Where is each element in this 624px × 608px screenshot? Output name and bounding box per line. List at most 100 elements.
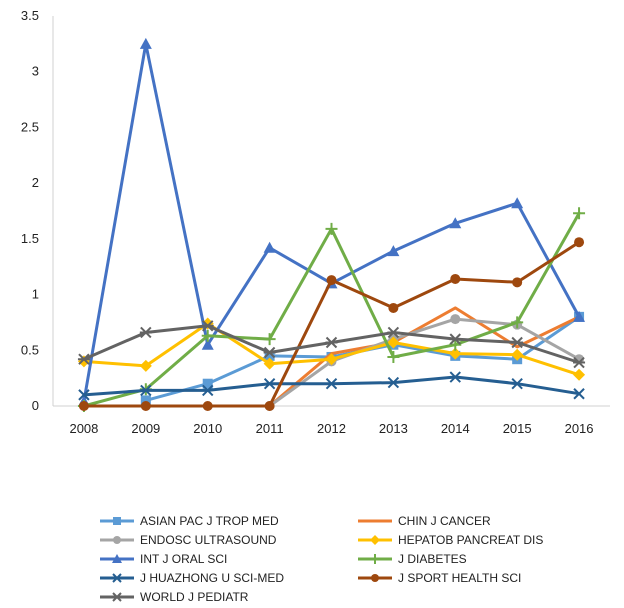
data-point: [573, 310, 586, 322]
data-point: [449, 371, 461, 383]
data-point: [387, 326, 400, 339]
series-line: [268, 317, 581, 408]
legend-item: J DIABETES: [358, 552, 467, 566]
data-point: [449, 217, 462, 229]
legend-label: INT J ORAL SCI: [140, 552, 227, 566]
legend-item: ENDOSC ULTRASOUND: [100, 533, 277, 547]
data-point: [201, 338, 214, 350]
data-point: [201, 329, 214, 342]
data-point: [450, 314, 461, 325]
data-point: [326, 275, 337, 286]
series-chin-j-cancer: [268, 306, 581, 408]
data-point: [325, 336, 338, 349]
legend-item: ASIAN PAC J TROP MED: [100, 514, 279, 528]
series-line: [82, 211, 581, 408]
legend-swatch-marker: [113, 536, 121, 544]
data-point: [387, 350, 400, 363]
data-point: [325, 378, 338, 390]
y-tick-label: 3: [32, 64, 39, 79]
y-tick-label: 3.5: [21, 8, 39, 23]
y-tick-label: 2.5: [21, 119, 39, 134]
x-tick-label: 2012: [317, 421, 346, 436]
x-tick-label: 2009: [131, 421, 160, 436]
series-hepatob-pancreat-dis: [77, 317, 586, 381]
series-line: [82, 42, 581, 403]
series-j-huazhong-u-sci-med: [78, 371, 585, 401]
data-point: [573, 207, 586, 220]
data-point: [139, 359, 152, 372]
y-tick-label: 1.5: [21, 231, 39, 246]
series-endosc-ultrasound: [264, 314, 585, 411]
data-point: [511, 197, 524, 209]
legend-swatch-marker: [112, 592, 122, 602]
series-line: [268, 306, 581, 408]
data-point: [449, 333, 462, 345]
data-point: [78, 401, 89, 411]
legend-item: INT J ORAL SCI: [100, 552, 227, 566]
data-point: [449, 338, 462, 351]
data-point: [325, 353, 338, 366]
data-point: [201, 320, 214, 332]
data-point: [202, 401, 213, 411]
x-tick-label: 2011: [256, 421, 284, 436]
y-tick-label: 1: [32, 287, 39, 302]
data-point: [573, 356, 586, 369]
data-point: [139, 326, 152, 339]
data-point: [263, 357, 276, 370]
legend-item: J SPORT HEALTH SCI: [358, 571, 521, 585]
x-tick-label: 2008: [69, 421, 98, 436]
data-point: [263, 241, 276, 253]
series-j-diabetes: [77, 207, 586, 412]
y-tick-label: 2: [32, 175, 39, 190]
legend-item: HEPATOB PANCREAT DIS: [358, 533, 543, 547]
x-tick-label: 2014: [441, 421, 470, 436]
legend-swatch-marker: [112, 573, 122, 583]
legend-label: ASIAN PAC J TROP MED: [140, 514, 279, 528]
x-tick-label: 2010: [193, 421, 222, 436]
axes: 0 0.5 1 1.5 2 2.5 3 3.5 2008 2009 2010 2011 2012 2013…: [21, 8, 610, 436]
legend-label: J HUAZHONG U SCI-MED: [140, 571, 284, 585]
series-group: [77, 37, 586, 412]
series-world-j-pediatr: [77, 320, 586, 369]
series-int-j-oral-sci: [77, 37, 586, 407]
legend-label: ENDOSC ULTRASOUND: [140, 533, 277, 547]
data-point: [511, 316, 524, 329]
legend-swatch-marker: [371, 574, 379, 582]
y-tick-label: 0.5: [21, 342, 39, 357]
x-tick-label: 2013: [379, 421, 408, 436]
data-point: [202, 378, 213, 389]
data-point: [511, 348, 524, 361]
data-point: [511, 378, 523, 390]
data-point: [387, 376, 400, 389]
legend-swatch-marker: [113, 517, 121, 525]
legend-swatch-marker: [370, 554, 380, 564]
data-point: [387, 245, 400, 257]
data-point: [202, 384, 214, 397]
data-point: [450, 273, 461, 284]
data-point: [449, 347, 462, 360]
data-point: [77, 353, 90, 365]
legend-swatch-marker: [112, 554, 122, 563]
legend-label: WORLD J PEDIATR: [140, 590, 249, 604]
legend-label: CHIN J CANCER: [398, 514, 491, 528]
data-point: [573, 368, 586, 381]
data-point: [512, 277, 523, 288]
data-point: [140, 401, 151, 411]
data-point: [511, 336, 524, 349]
series-j-sport-health-sci: [78, 237, 585, 411]
legend-item: CHIN J CANCER: [358, 514, 491, 528]
legend: ASIAN PAC J TROP MED CHIN J CANCER ENDOSC …: [100, 514, 543, 604]
data-point: [263, 333, 276, 346]
legend-item: J HUAZHONG U SCI-MED: [100, 571, 284, 585]
x-tick-label: 2016: [565, 421, 594, 436]
legend-label: HEPATOB PANCREAT DIS: [398, 533, 543, 547]
data-point: [78, 389, 90, 401]
data-point: [573, 388, 585, 400]
legend-item: WORLD J PEDIATR: [100, 590, 249, 604]
data-point: [140, 384, 152, 397]
data-point: [574, 237, 585, 248]
data-point: [325, 222, 338, 235]
data-point: [263, 346, 276, 359]
legend-label: J SPORT HEALTH SCI: [398, 571, 521, 585]
legend-swatch-marker: [370, 535, 380, 545]
